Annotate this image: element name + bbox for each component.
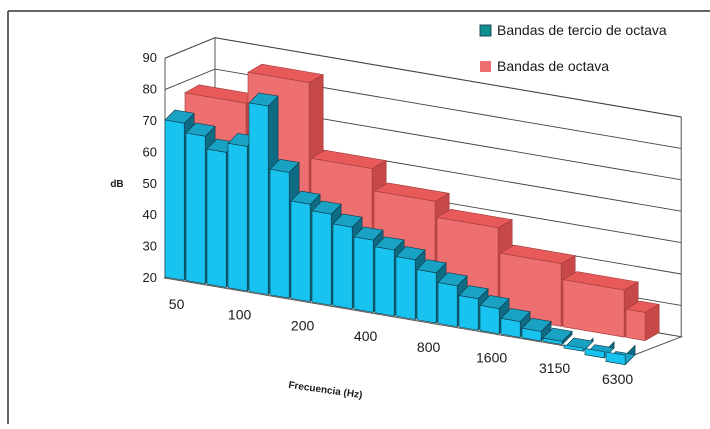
- x-tick-label: 400: [354, 328, 378, 344]
- third-bar-front: [374, 246, 395, 317]
- third-bar-front: [332, 223, 353, 310]
- x-tick-label: 200: [291, 317, 315, 333]
- x-tick-label: 1600: [476, 350, 507, 366]
- legend-label-third-octave: Bandas de tercio de octava: [497, 22, 667, 38]
- x-tick-label: 800: [417, 339, 441, 355]
- octave-bar: [625, 300, 661, 342]
- gridline: [164, 37, 682, 118]
- legend-label-octave: Bandas de octava: [497, 58, 609, 74]
- third-octave-bar: [542, 327, 573, 346]
- third-bar-front: [269, 168, 290, 299]
- y-tick-label: 50: [143, 176, 157, 191]
- third-bar-front: [164, 119, 185, 281]
- third-bar-front: [206, 148, 227, 288]
- third-bar-front: [227, 142, 248, 292]
- third-bar-front: [563, 344, 584, 352]
- third-octave-bar: [605, 344, 636, 366]
- x-axis-title: Frecuencia (Hz): [288, 380, 363, 401]
- third-bar-front: [542, 337, 563, 345]
- third-bar-front: [395, 256, 416, 320]
- third-bar-front: [521, 327, 542, 342]
- x-axis-ticks: 50 100 200 400 800 1600 3150 6300: [169, 296, 634, 387]
- third-bar-front: [185, 132, 206, 285]
- y-tick-label: 40: [143, 207, 157, 222]
- y-tick-label: 80: [143, 82, 157, 97]
- octave-bar-side: [644, 303, 660, 342]
- x-tick-label: 100: [228, 307, 252, 323]
- third-bar-front: [311, 210, 332, 306]
- y-axis-title: dB: [110, 179, 123, 190]
- y-tick-label: 70: [143, 113, 157, 128]
- legend-swatch-third-octave: [479, 24, 492, 37]
- third-bar-front: [416, 269, 437, 324]
- third-bar-front: [500, 318, 521, 338]
- x-tick-label: 6300: [602, 371, 633, 387]
- third-bar-front: [290, 200, 311, 303]
- y-tick-label: 60: [143, 144, 157, 159]
- y-axis-ticks: 20 30 40 50 60 70 80 90: [143, 50, 157, 285]
- x-tick-label: 3150: [539, 360, 570, 376]
- third-bar-front: [584, 348, 605, 359]
- third-octave-bar: [563, 337, 594, 352]
- third-bar-front: [248, 102, 269, 295]
- octave-bar-front: [625, 308, 646, 341]
- third-bar-front: [605, 351, 626, 366]
- y-tick-label: 30: [143, 239, 157, 254]
- third-octave-bar: [521, 317, 552, 342]
- third-bar-front: [458, 295, 479, 331]
- y-tick-label: 20: [143, 270, 157, 285]
- y-tick-label: 90: [143, 50, 157, 65]
- third-bar-front: [479, 305, 500, 335]
- x-tick-label: 50: [169, 296, 185, 312]
- third-bar-front: [437, 282, 458, 328]
- legend-swatch-octave: [480, 61, 491, 72]
- third-octave-bar: [500, 308, 531, 339]
- third-bar-front: [353, 236, 374, 313]
- legend: Bandas de tercio de octava Bandas de oct…: [479, 22, 667, 74]
- gridline: [164, 68, 682, 149]
- third-octave-bars: [164, 92, 636, 366]
